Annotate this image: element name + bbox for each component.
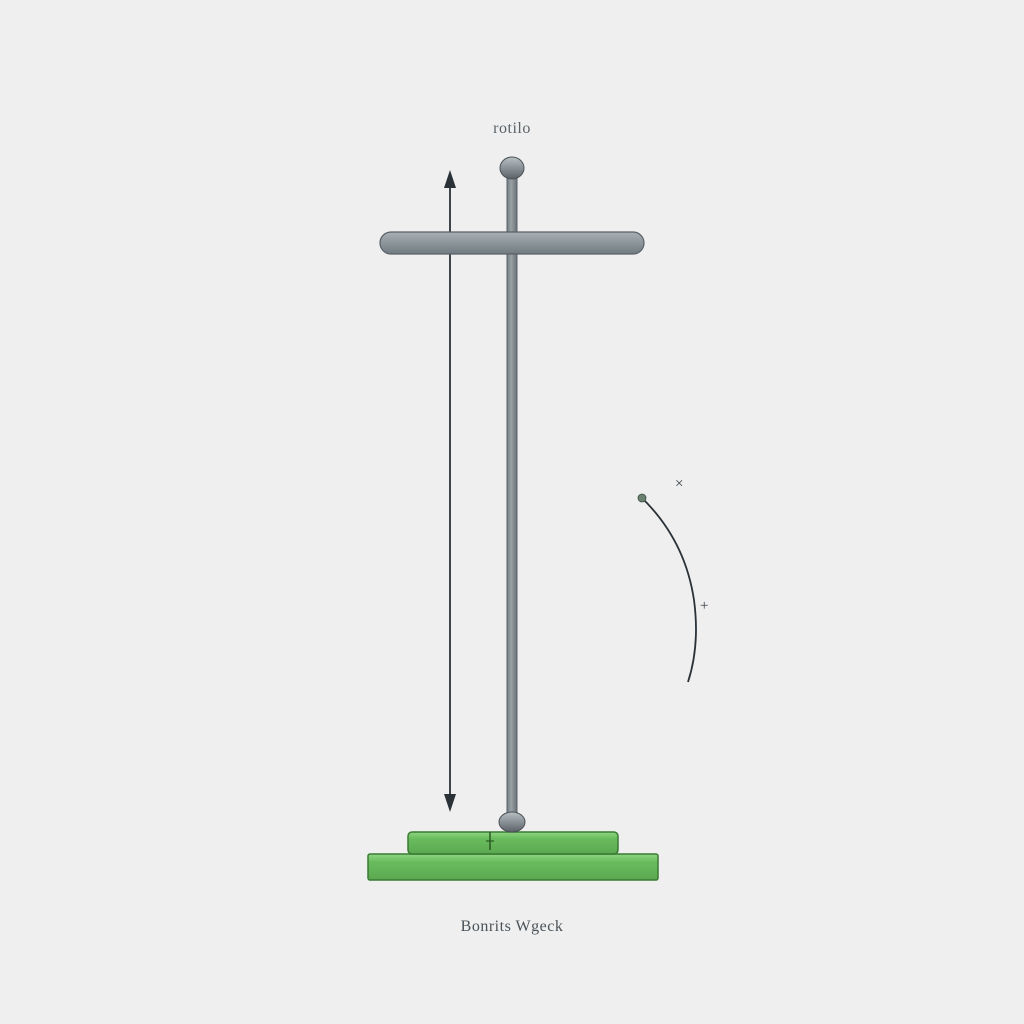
bottom-label: Bonrits Wgeck — [461, 918, 564, 936]
stand-bottom-ball — [499, 812, 525, 832]
stand-crossbar — [380, 232, 644, 254]
base-lower — [368, 854, 658, 880]
diagram-svg — [0, 0, 1024, 1024]
top-label: rotilo — [493, 120, 531, 138]
x-marker-label: × — [675, 476, 683, 493]
base-upper — [408, 832, 618, 854]
stand-top-ball — [500, 157, 524, 179]
plus-marker-label: + — [700, 598, 708, 615]
stand-pole — [507, 172, 517, 828]
side-curve — [638, 494, 696, 682]
vertical-arrow — [444, 170, 456, 812]
physics-diagram: rotilo Bonrits Wgeck × + — [0, 0, 1024, 1024]
